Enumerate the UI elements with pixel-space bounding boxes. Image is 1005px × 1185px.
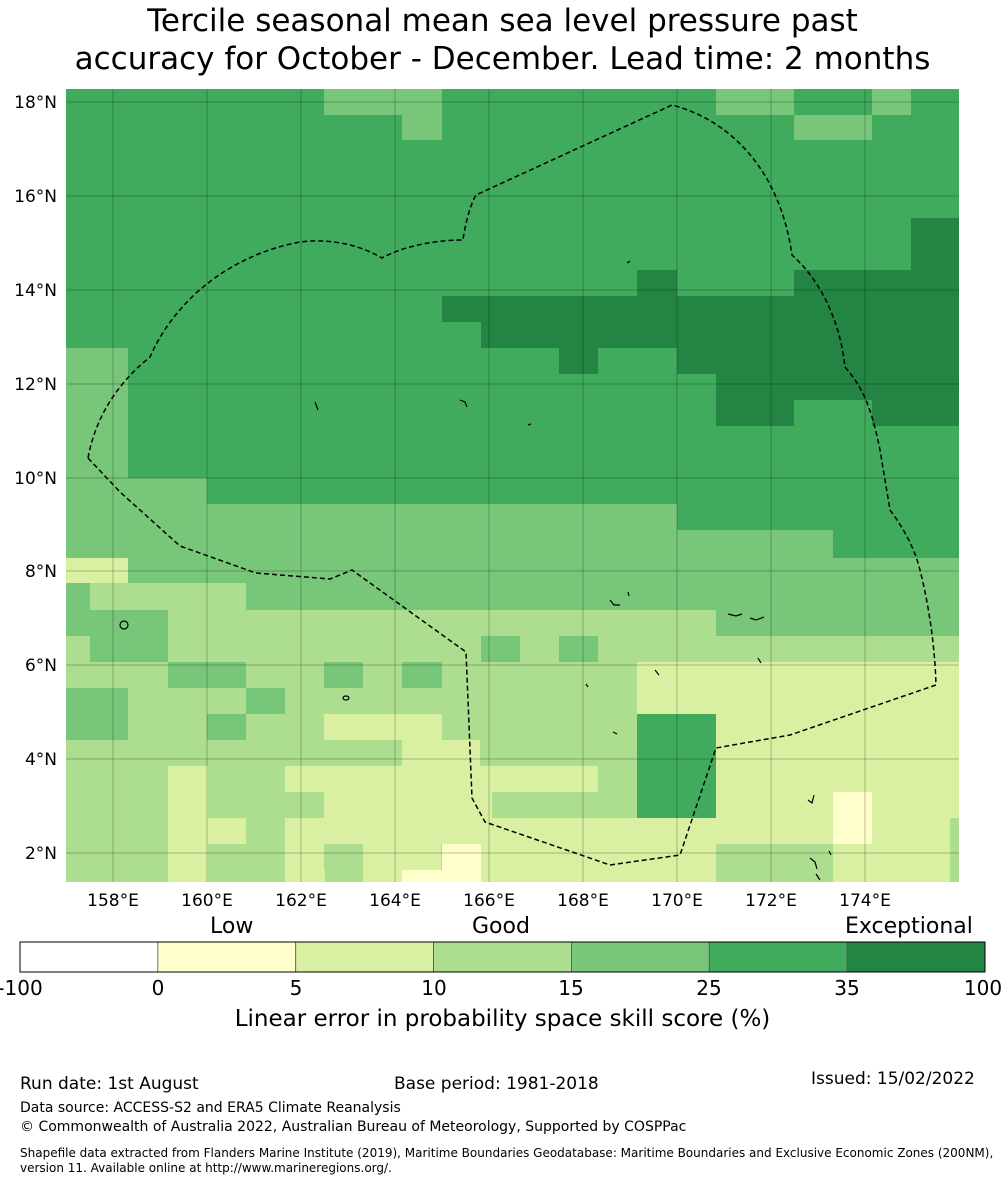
eez-boundary [87, 104, 937, 866]
base-period: Base period: 1981-2018 [394, 1074, 599, 1094]
colorbar-swatch [295, 941, 434, 973]
lon-label: 160°E [181, 891, 233, 911]
lon-label: 168°E [557, 891, 609, 911]
colorbar-tick: 5 [289, 976, 303, 1000]
colorbar-label-good: Good [472, 914, 530, 939]
lon-label: 158°E [87, 891, 139, 911]
lon-label: 174°E [839, 891, 891, 911]
colorbar-swatch [571, 941, 710, 973]
lat-label: 10°N [14, 469, 57, 489]
lon-label: 164°E [369, 891, 421, 911]
lon-label: 162°E [275, 891, 327, 911]
colorbar-tick: 10 [421, 976, 447, 1000]
lon-axis: 158°E 160°E 162°E 164°E 166°E 168°E 170°… [87, 891, 891, 911]
shapefile-credit-line-2: version 11. Available online at http://w… [20, 1161, 392, 1175]
lat-axis: 18°N 16°N 14°N 12°N 10°N 8°N 6°N 4°N 2°N [14, 93, 57, 864]
shapefile-credit-line-1: Shapefile data extracted from Flanders M… [20, 1146, 994, 1160]
lon-label: 166°E [463, 891, 515, 911]
gridlines [66, 89, 959, 882]
title-line-1: Tercile seasonal mean sea level pressure… [147, 3, 858, 39]
islands [119, 260, 832, 881]
lat-label: 16°N [14, 187, 57, 207]
skill-map: 18°N 16°N 14°N 12°N 10°N 8°N 6°N 4°N 2°N… [14, 89, 959, 911]
lat-label: 12°N [14, 375, 57, 395]
colorbar-swatch [846, 941, 986, 973]
colorbar-label-exceptional: Exceptional [845, 914, 973, 939]
chart-title: Tercile seasonal mean sea level pressure… [0, 2, 1005, 78]
colorbar-tick: -100 [0, 976, 43, 1000]
lon-label: 170°E [651, 891, 703, 911]
lat-label: 4°N [25, 750, 57, 770]
issued-date: Issued: 15/02/2022 [811, 1069, 975, 1089]
skill-cells [66, 89, 959, 882]
title-line-2: accuracy for October - December. Lead ti… [74, 41, 931, 77]
colorbar-swatch [19, 941, 159, 973]
copyright: © Commonwealth of Australia 2022, Austra… [20, 1119, 687, 1135]
lon-label: 172°E [745, 891, 797, 911]
run-date: Run date: 1st August [20, 1074, 199, 1094]
colorbar [19, 941, 986, 973]
colorbar-tick: 0 [151, 976, 165, 1000]
colorbar-tick: 25 [696, 976, 722, 1000]
colorbar-title: Linear error in probability space skill … [234, 1006, 771, 1032]
lat-label: 2°N [25, 844, 57, 864]
lat-label: 8°N [25, 562, 57, 582]
colorbar-tick: 15 [558, 976, 584, 1000]
lat-label: 6°N [25, 656, 57, 676]
colorbar-swatch [157, 941, 297, 973]
colorbar-swatch [433, 941, 572, 973]
colorbar-swatch [708, 941, 848, 973]
lat-label: 18°N [14, 93, 57, 113]
data-source: Data source: ACCESS-S2 and ERA5 Climate … [20, 1100, 401, 1116]
colorbar-tick: 100 [963, 976, 1003, 1000]
colorbar-tick: 35 [834, 976, 860, 1000]
lat-label: 14°N [14, 281, 57, 301]
colorbar-label-low: Low [210, 914, 254, 939]
